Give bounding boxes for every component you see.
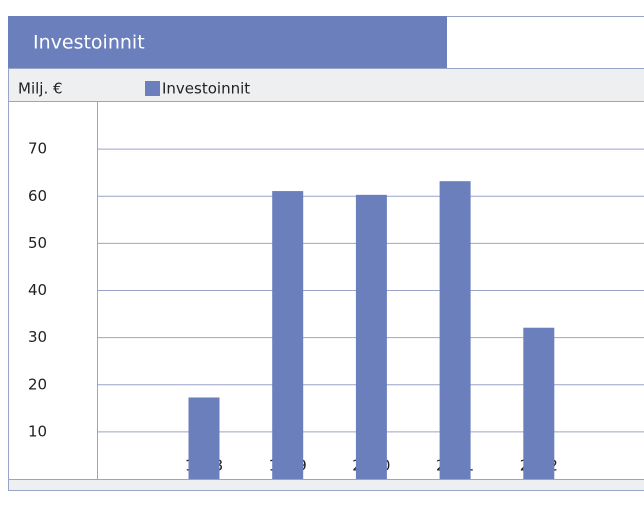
legend-bar <box>9 69 644 102</box>
y-tick-label: 40 <box>28 281 47 299</box>
y-tick-label: 70 <box>28 140 47 158</box>
bar <box>440 181 471 479</box>
y-tick-label: 60 <box>28 187 47 205</box>
bar <box>356 195 387 479</box>
y-tick-label: 20 <box>28 375 47 393</box>
chart-title: Investoinnit <box>33 32 145 54</box>
y-tick-label: 10 <box>28 422 47 440</box>
bar <box>272 191 303 479</box>
legend-swatch <box>145 81 160 96</box>
bar <box>189 397 220 479</box>
legend-label: Investoinnit <box>162 80 250 98</box>
bar <box>523 328 554 479</box>
bottom-band <box>9 480 644 491</box>
y-axis-label: Milj. € <box>18 80 63 98</box>
y-tick-label: 30 <box>28 328 47 346</box>
y-tick-label: 50 <box>28 234 47 252</box>
